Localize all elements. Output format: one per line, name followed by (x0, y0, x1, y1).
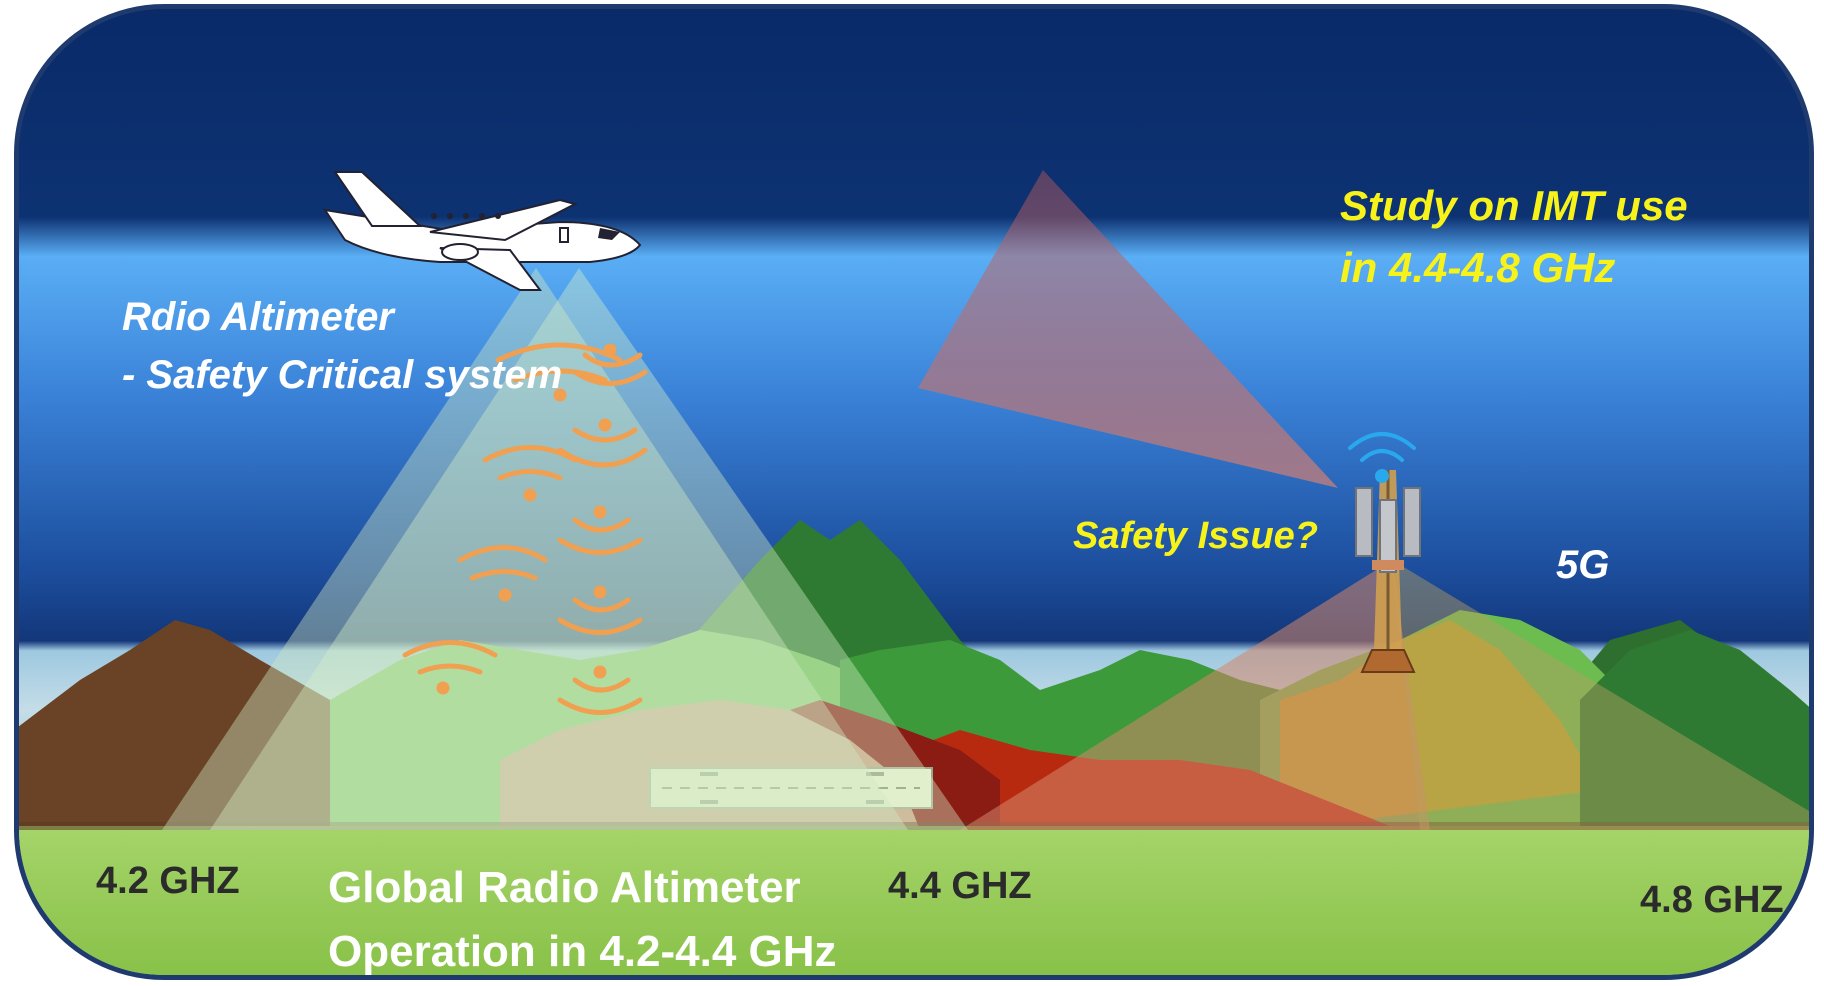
safety-issue-label: Safety Issue? (1073, 515, 1318, 557)
radio-altimeter-subtitle: - Safety Critical system (122, 353, 562, 397)
runway-icon (649, 767, 933, 809)
altimeter-beam-left (162, 268, 908, 830)
imt-beam-ground-right (1392, 560, 1809, 830)
freq-label-4-8: 4.8 GHZ (1640, 879, 1784, 921)
signal-blue-icon (1348, 432, 1416, 483)
imt-study-line1: Study on IMT use (1340, 182, 1688, 229)
imt-beam-sky (918, 170, 1338, 488)
fiveg-label: 5G (1556, 543, 1609, 587)
airplane-icon (322, 171, 642, 291)
diagram-panel: Rdio Altimeter - Safety Critical system … (14, 4, 1814, 980)
cell-tower-icon (1355, 470, 1421, 673)
ground (19, 826, 1809, 975)
imt-beam-ground (960, 560, 1430, 830)
scene: Rdio Altimeter - Safety Critical system … (19, 9, 1809, 976)
mountain-right-green (1580, 630, 1809, 830)
freq-label-4-4: 4.4 GHZ (888, 865, 1032, 907)
freq-label-4-2: 4.2 GHZ (96, 860, 240, 902)
global-operation-line2: Operation in 4.2-4.4 GHz (328, 927, 837, 976)
ground-edge (19, 822, 1809, 830)
signal-waves-icon (402, 342, 648, 715)
imt-study-line2: in 4.4-4.8 GHz (1340, 244, 1615, 291)
global-operation-line1: Global Radio Altimeter (328, 863, 801, 912)
radio-altimeter-title: Rdio Altimeter (122, 295, 396, 339)
